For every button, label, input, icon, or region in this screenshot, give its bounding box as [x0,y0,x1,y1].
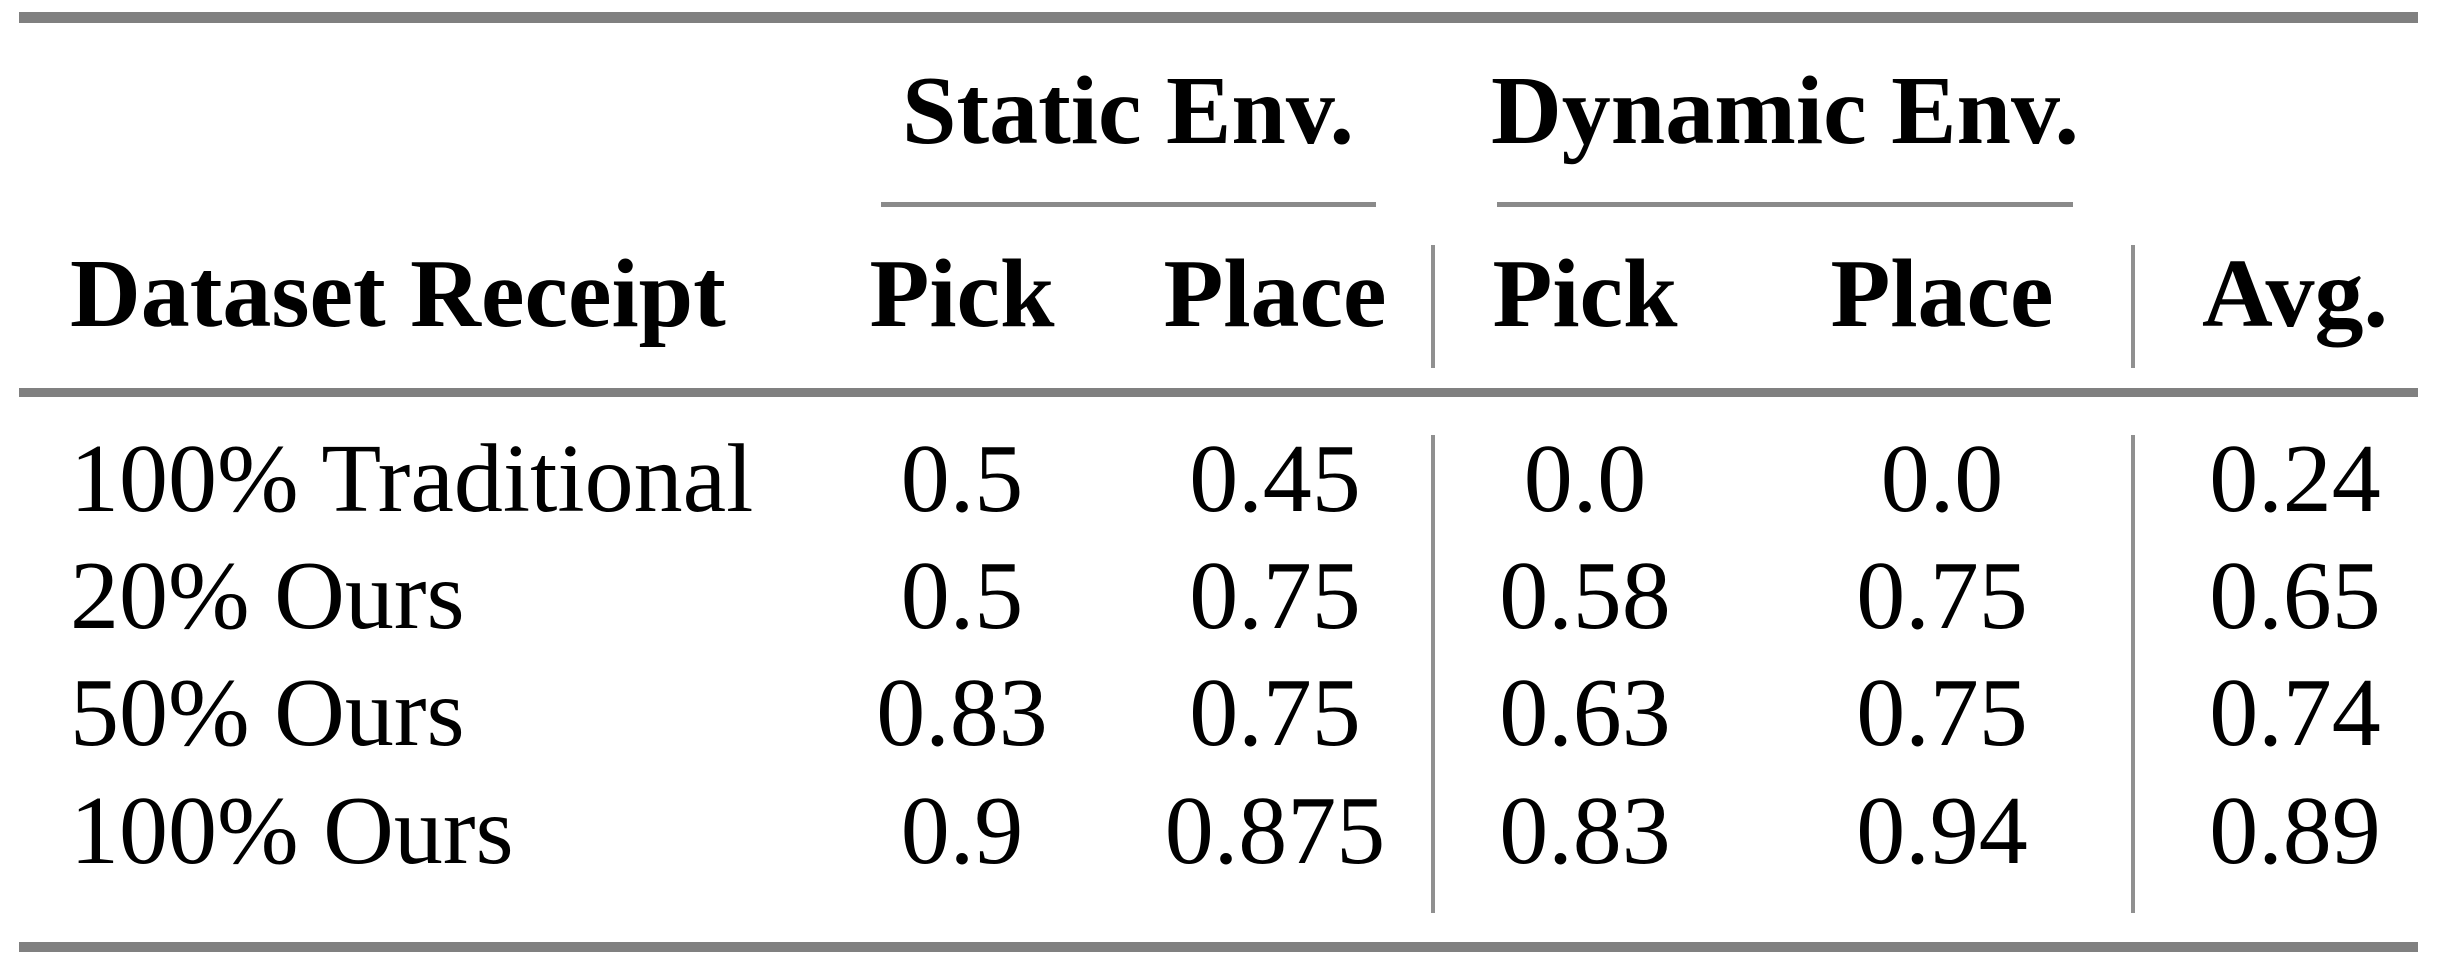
dynamic-env-underline [1497,202,2073,207]
header-body-rule [19,388,2418,397]
column-header-dataset-receipt: Dataset Receipt [70,240,726,348]
column-divider-dynamic-avg-header [2131,245,2135,368]
column-header-avg: Avg. [2202,240,2388,348]
row-label: 50% Ours [70,659,465,767]
column-divider-static-dynamic-body [1431,435,1435,913]
cell-static-pick: 0.5 [900,425,1024,533]
cell-static-place: 0.875 [1164,777,1386,885]
column-header-static-pick: Pick [869,240,1055,348]
cell-static-pick: 0.5 [900,542,1024,650]
cell-dynamic-pick: 0.0 [1523,425,1647,533]
cell-static-place: 0.75 [1189,542,1361,650]
column-divider-dynamic-avg-body [2131,435,2135,913]
cell-static-place: 0.75 [1189,659,1361,767]
cell-dynamic-place: 0.75 [1856,542,2028,650]
group-header-dynamic-env: Dynamic Env. [1490,57,2080,165]
cell-avg: 0.65 [2209,542,2381,650]
row-label: 100% Traditional [70,425,754,533]
group-header-static-env: Static Env. [902,57,1354,165]
cell-avg: 0.74 [2209,659,2381,767]
column-header-dynamic-pick: Pick [1492,240,1678,348]
cell-static-pick: 0.83 [876,659,1048,767]
top-rule [19,12,2418,23]
bottom-rule [19,942,2418,952]
cell-static-place: 0.45 [1189,425,1361,533]
column-divider-static-dynamic-header [1431,245,1435,368]
cell-dynamic-pick: 0.83 [1499,777,1671,885]
column-header-static-place: Place [1163,240,1387,348]
cell-avg: 0.89 [2209,777,2381,885]
cell-dynamic-place: 0.75 [1856,659,2028,767]
row-label: 20% Ours [70,542,465,650]
cell-dynamic-pick: 0.58 [1499,542,1671,650]
cell-static-pick: 0.9 [900,777,1024,885]
column-header-dynamic-place: Place [1830,240,2054,348]
static-env-underline [881,202,1376,207]
cell-dynamic-place: 0.0 [1880,425,2004,533]
cell-dynamic-pick: 0.63 [1499,659,1671,767]
cell-dynamic-place: 0.94 [1856,777,2028,885]
row-label: 100% Ours [70,777,514,885]
cell-avg: 0.24 [2209,425,2381,533]
